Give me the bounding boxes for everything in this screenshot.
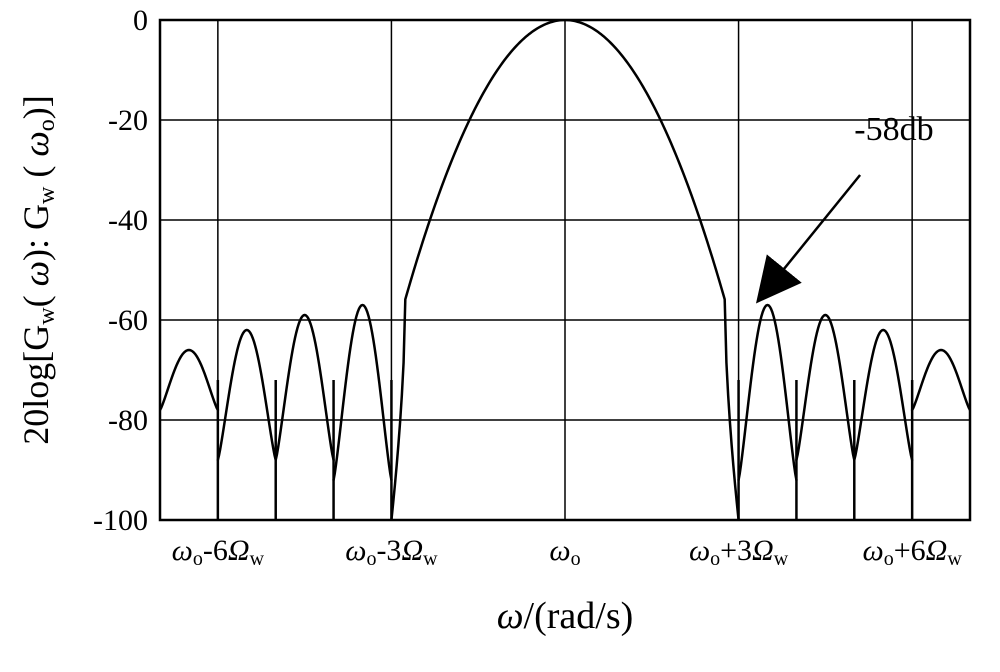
chart-container: 0-20-40-60-80-100ωo-6Ωwωo-3Ωwωoωo+3Ωwωo+… <box>0 0 1000 672</box>
x-axis-label: ω/(rad/s) <box>497 595 634 637</box>
spectrum-chart: 0-20-40-60-80-100ωo-6Ωwωo-3Ωwωoωo+3Ωwωo+… <box>0 0 1000 672</box>
ytick-label: -80 <box>108 404 148 437</box>
ytick-label: -60 <box>108 304 148 337</box>
ytick-label: 0 <box>133 4 148 37</box>
annotation-text: -58db <box>854 111 933 148</box>
y-axis-label: 20log[Gw( ω): Gw ( ωo)] <box>16 95 60 445</box>
ytick-label: -40 <box>108 204 148 237</box>
ytick-label: -100 <box>93 504 148 537</box>
ytick-label: -20 <box>108 104 148 137</box>
